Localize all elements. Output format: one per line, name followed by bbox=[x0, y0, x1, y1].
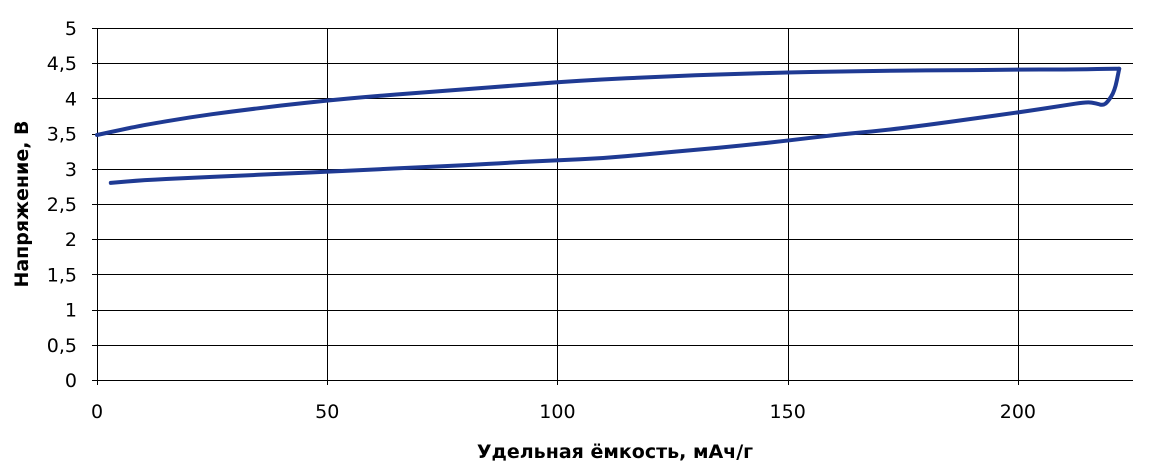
axis-layer bbox=[92, 28, 1133, 385]
y-tick-label: 4 bbox=[65, 88, 77, 110]
y-tick-label: 5 bbox=[65, 18, 77, 40]
tick-labels: 00,511,522,533,544,550 50 100 150 200 bbox=[47, 18, 1036, 423]
y-tick-label: 2,5 bbox=[47, 194, 77, 216]
lower-curve-line bbox=[108, 66, 1122, 185]
y-axis-title: Напряжение, В bbox=[11, 120, 33, 287]
x-axis-title: Удельная ёмкость, мАч/г bbox=[477, 441, 753, 463]
y-tick-label: 2 bbox=[65, 229, 77, 251]
upper-curve-line bbox=[95, 66, 1122, 137]
y-tick-label: 0 bbox=[65, 370, 77, 392]
x-tick-label: 100 bbox=[539, 401, 575, 423]
y-tick-label: 1 bbox=[65, 300, 77, 322]
x-tick-label: 0 bbox=[91, 401, 103, 423]
y-tick-label: 3,5 bbox=[47, 124, 77, 146]
y-tick-label: 1,5 bbox=[47, 264, 77, 286]
x-tick-label: 200 bbox=[1000, 401, 1036, 423]
grid-layer bbox=[97, 28, 1133, 380]
y-tick-label: 0,5 bbox=[47, 335, 77, 357]
x-tick-label: 50 bbox=[315, 401, 339, 423]
x-tick-label: 150 bbox=[770, 401, 806, 423]
series-layer bbox=[95, 66, 1122, 185]
y-tick-label: 4,5 bbox=[47, 53, 77, 75]
y-tick-label: 3 bbox=[65, 159, 77, 181]
